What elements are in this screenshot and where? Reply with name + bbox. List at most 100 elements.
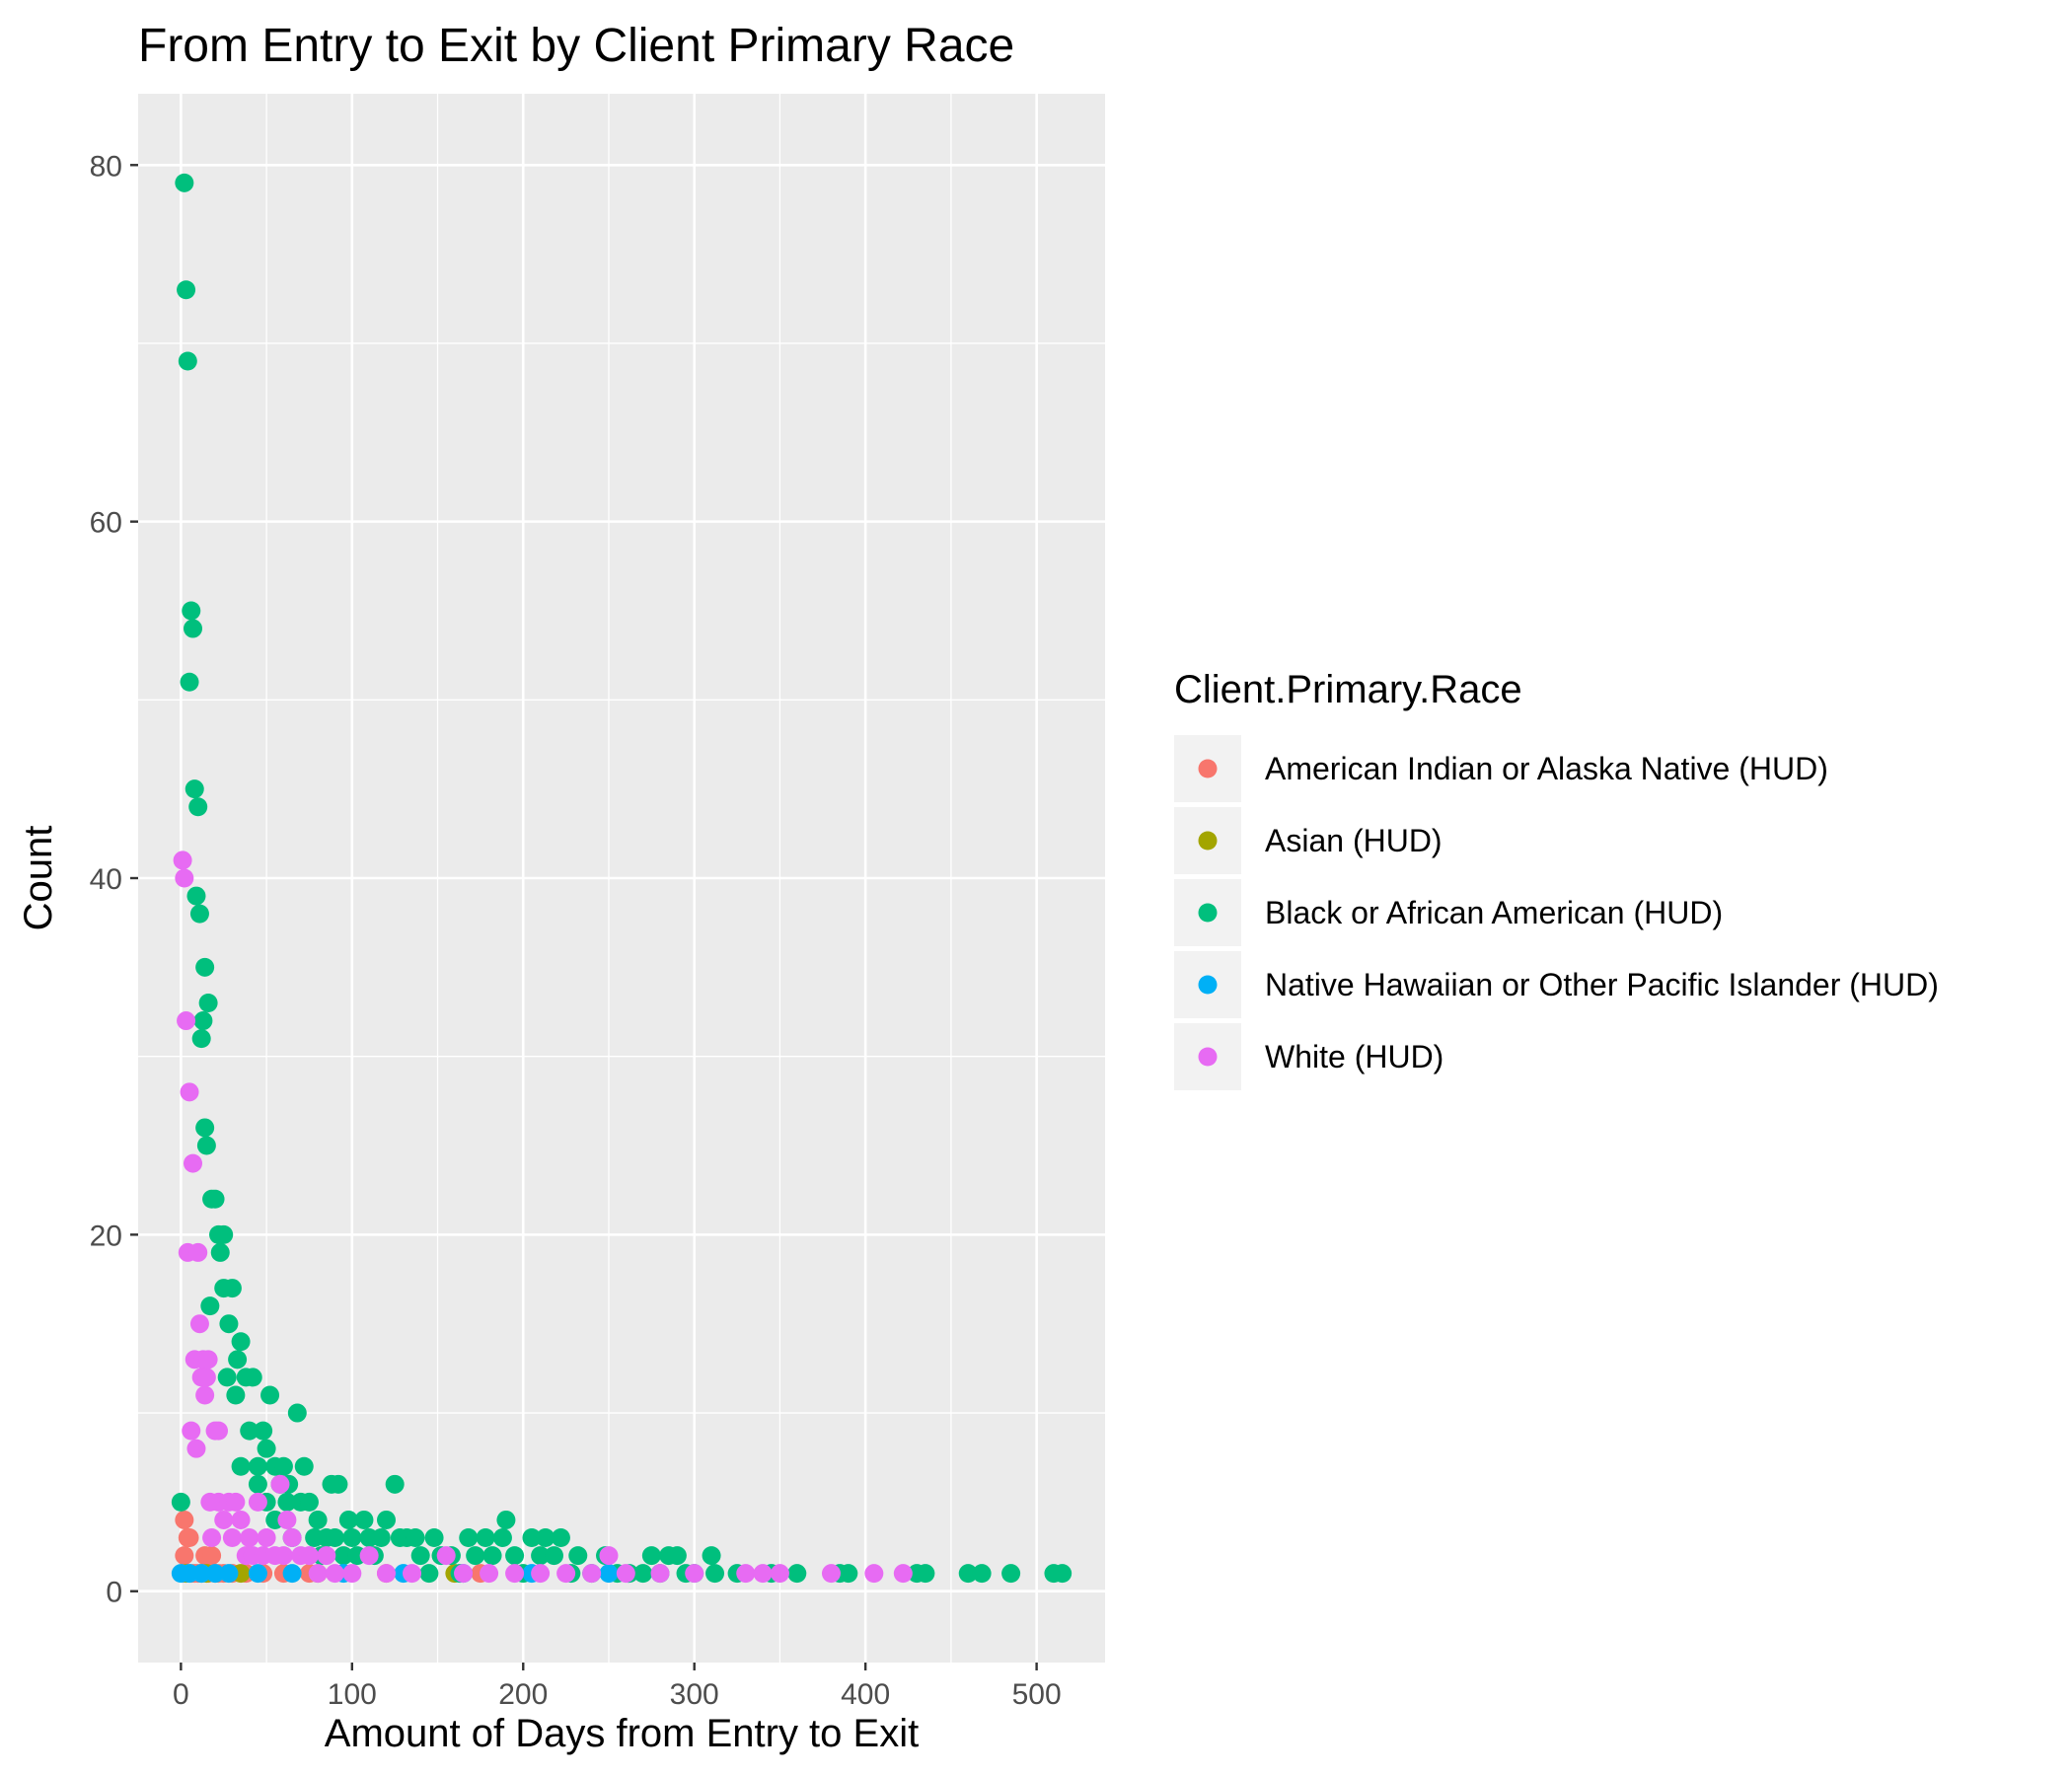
data-point [277,1510,297,1529]
data-point [505,1564,525,1584]
data-point [377,1564,397,1584]
data-point [273,1546,293,1566]
data-point [193,1011,213,1031]
data-point [551,1528,570,1548]
y-tick-label: 20 [90,1220,122,1252]
data-point [226,1385,246,1405]
data-point [403,1564,422,1584]
legend-label: Black or African American (HUD) [1265,895,1723,930]
y-tick-label: 0 [106,1577,122,1609]
data-point [916,1564,935,1584]
data-point [299,1492,319,1512]
legend-swatch [1198,903,1218,923]
x-tick-label: 0 [173,1678,189,1711]
data-point [198,993,218,1012]
y-tick-label: 60 [90,507,122,540]
legend-title: Client.Primary.Race [1174,668,1522,711]
data-point [705,1564,725,1584]
data-point [248,1564,267,1584]
data-point [273,1456,293,1476]
data-point [522,1528,542,1548]
data-point [599,1564,619,1584]
data-point [175,868,194,888]
data-point [231,1456,251,1476]
data-point [466,1546,485,1566]
data-point [650,1564,670,1584]
data-point [195,957,215,977]
data-points [171,173,1073,1584]
data-point [424,1528,444,1548]
data-point [436,1546,456,1566]
data-point [338,1510,358,1529]
data-point [294,1456,314,1476]
data-point [505,1546,525,1566]
x-axis: 0 100 200 300 400 500 [173,1663,1062,1711]
data-point [282,1564,302,1584]
data-point [787,1564,807,1584]
data-point [243,1368,262,1387]
data-point [325,1528,344,1548]
data-point [633,1564,653,1584]
data-point [536,1528,555,1548]
data-point [188,797,208,817]
data-point [222,1528,242,1548]
y-tick-label: 80 [90,150,122,183]
data-point [257,1528,276,1548]
x-axis-title: Amount of Days from Entry to Exit [325,1712,919,1755]
chart-title: From Entry to Exit by Client Primary Rac… [138,20,1014,72]
data-point [329,1474,348,1494]
data-point [205,1564,225,1584]
data-point [217,1368,237,1387]
data-point [325,1564,344,1584]
data-point [531,1564,551,1584]
data-point [839,1564,858,1584]
legend-swatch [1198,831,1218,851]
data-point [299,1546,319,1566]
data-point [182,601,201,621]
data-point [308,1564,328,1584]
data-point [185,779,204,799]
data-point [1053,1564,1073,1584]
data-point [222,1279,242,1298]
data-point [454,1564,474,1584]
data-point [317,1546,336,1566]
data-point [184,619,203,638]
data-point [182,1421,201,1441]
data-point [191,1564,211,1584]
data-point [476,1528,495,1548]
data-point [248,1492,267,1512]
data-point [210,1242,230,1262]
data-point [260,1385,280,1405]
data-point [616,1564,635,1584]
data-point [893,1564,913,1584]
data-point [821,1564,841,1584]
data-point [419,1564,439,1584]
data-point [180,1082,199,1102]
data-point [377,1510,397,1529]
data-point [180,1528,199,1548]
data-point [209,1421,229,1441]
data-point [189,904,209,924]
data-point [308,1510,328,1529]
data-point [282,1528,302,1548]
y-tick-label: 40 [90,863,122,896]
data-point [219,1564,239,1584]
data-point [277,1492,297,1512]
data-point [195,1118,215,1138]
data-point [254,1421,273,1441]
data-point [184,1153,203,1173]
data-point [198,1350,218,1369]
data-point [270,1474,290,1494]
data-point [736,1564,756,1584]
data-point [641,1546,661,1566]
data-point [480,1564,499,1584]
data-point [354,1510,374,1529]
data-point [202,1546,222,1566]
legend-label: Native Hawaiian or Other Pacific Islande… [1265,967,1939,1002]
data-point [219,1314,239,1334]
legend-label: White (HUD) [1265,1039,1443,1074]
data-point [214,1510,234,1529]
data-point [186,886,206,906]
y-axis: 0 20 40 60 80 [90,150,138,1609]
